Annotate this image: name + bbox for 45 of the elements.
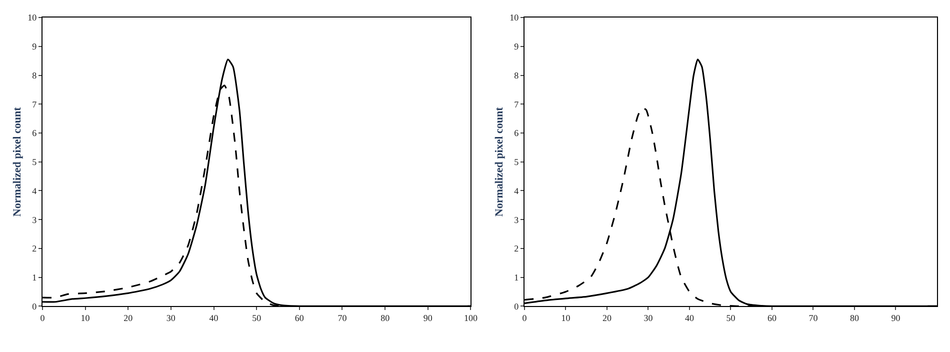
y-tick-label: 4 [514, 186, 520, 196]
y-tick-label: 3 [32, 214, 38, 225]
x-tick-label: 30 [166, 313, 176, 323]
x-tick-label: 20 [124, 313, 134, 323]
x-tick-label: 40 [209, 313, 219, 323]
x-tick-label: 60 [767, 313, 777, 323]
x-tick-label: 100 [464, 313, 478, 323]
x-tick-label: 90 [423, 313, 433, 323]
x-tick-label: 70 [808, 313, 818, 323]
y-tick-label: 7 [32, 99, 38, 110]
y-tick-label: 7 [514, 99, 520, 110]
y-tick-label: 6 [32, 128, 38, 138]
x-tick-label: 0 [40, 313, 46, 323]
y-tick-label: 9 [514, 42, 520, 52]
y-tick-label: 0 [514, 301, 520, 312]
y-tick-label: 10 [510, 12, 520, 23]
x-tick-label: 70 [338, 313, 348, 323]
x-tick-label: 50 [252, 313, 262, 323]
y-tick-label: 4 [32, 186, 38, 196]
x-tick-label: 10 [561, 313, 571, 323]
y-tick-label: 9 [32, 42, 38, 52]
x-tick-label: 40 [684, 313, 694, 323]
x-tick-label: 30 [644, 313, 654, 323]
y-tick-label: 3 [514, 214, 520, 225]
y-axis-title: Normalized pixel count [493, 106, 506, 217]
y-tick-label: 0 [32, 301, 38, 312]
y-tick-label: 2 [32, 244, 37, 254]
x-tick-label: 60 [294, 313, 304, 323]
y-axis-title: Normalized pixel count [11, 106, 24, 217]
y-tick-label: 6 [514, 128, 520, 138]
x-tick-label: 10 [80, 313, 90, 323]
y-tick-label: 10 [28, 12, 38, 23]
y-tick-label: 2 [514, 244, 519, 254]
x-tick-label: 0 [522, 313, 528, 323]
x-tick-label: 80 [380, 313, 390, 323]
y-tick-label: 5 [514, 157, 520, 168]
y-tick-label: 8 [32, 70, 38, 80]
x-tick-label: 20 [602, 313, 612, 323]
y-tick-label: 1 [514, 272, 519, 282]
y-tick-label: 1 [32, 272, 37, 282]
x-tick-label: 90 [891, 313, 901, 323]
x-tick-label: 80 [850, 313, 860, 323]
x-tick-label: 50 [726, 313, 736, 323]
y-tick-label: 5 [32, 157, 38, 168]
y-tick-label: 8 [514, 70, 520, 80]
